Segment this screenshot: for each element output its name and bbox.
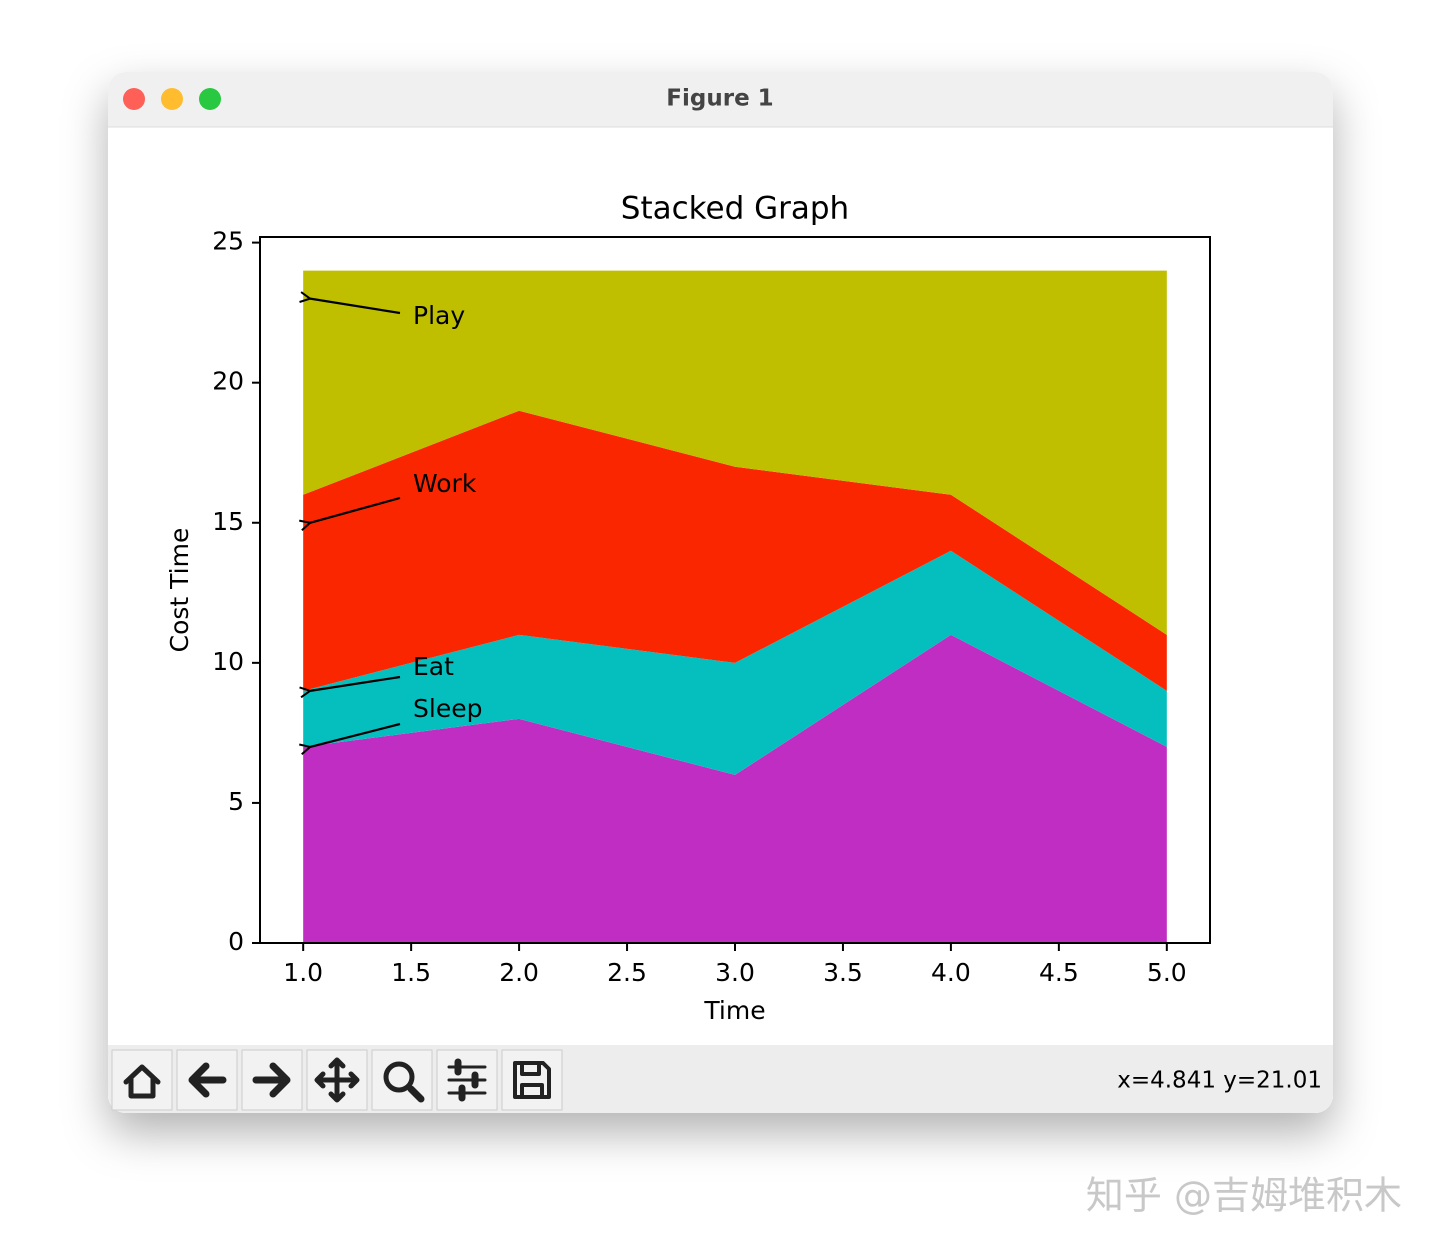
y-tick-label: 0 (228, 927, 244, 956)
x-tick-label: 5.0 (1147, 958, 1187, 987)
home-button[interactable] (111, 1049, 173, 1111)
annotation-label: Eat (413, 652, 454, 681)
x-tick-label: 3.5 (823, 958, 863, 987)
y-axis-label: Cost Time (165, 528, 194, 653)
stack-area (303, 410, 1167, 691)
stack-area (303, 270, 1167, 635)
toolbar-buttons (111, 1049, 563, 1111)
annotation-label: Work (413, 469, 477, 498)
x-tick-label: 4.5 (1039, 958, 1079, 987)
window-title: Figure 1 (666, 86, 773, 112)
x-tick-label: 1.0 (283, 958, 323, 987)
stack-area (303, 550, 1167, 775)
y-tick-label: 10 (212, 647, 244, 676)
status-text: x=4.841 y=21.01 (1117, 1068, 1322, 1094)
annotation-label: Sleep (413, 694, 482, 723)
y-tick-label: 15 (212, 507, 244, 536)
zoom-lens (383, 1061, 415, 1093)
annotation-arrow (310, 496, 401, 523)
close-button[interactable] (123, 88, 145, 110)
back-icon (188, 1062, 227, 1098)
forward-icon (252, 1062, 291, 1098)
home-icon (123, 1064, 161, 1099)
save-button[interactable] (501, 1049, 563, 1111)
zoom-handle (407, 1085, 425, 1103)
annotation-label: Play (413, 301, 465, 330)
y-tick-label: 5 (228, 787, 244, 816)
zoom-rect-button[interactable] (371, 1049, 433, 1111)
annotation-arrow (310, 722, 401, 747)
x-tick-label: 3.0 (715, 958, 755, 987)
y-tick-label: 25 (212, 227, 244, 256)
save-icon (513, 1061, 551, 1099)
x-tick-label: 2.0 (499, 958, 539, 987)
sliders-knobs (454, 1058, 479, 1102)
annotation-arrow (310, 299, 401, 315)
x-axis-label: Time (703, 996, 765, 1025)
pan-icon (314, 1057, 360, 1103)
x-tick-label: 2.5 (607, 958, 647, 987)
watermark: 知乎 @吉姆堆积木 (1086, 1174, 1402, 1218)
x-tick-label: 1.5 (391, 958, 431, 987)
minimize-button[interactable] (161, 88, 183, 110)
annotation-arrow (310, 675, 401, 691)
zoom-button[interactable] (199, 88, 221, 110)
chart-title: Stacked Graph (621, 191, 849, 227)
x-tick-label: 4.0 (931, 958, 971, 987)
title-bar (108, 72, 1333, 127)
plot: 1.0 1.5 2.0 2.5 3.0 3.5 4.0 4.5 5.0 0 5 10 15 20 25 Sta… (165, 191, 1211, 1025)
stack-area (303, 634, 1167, 943)
y-tick-label: 20 (212, 367, 244, 396)
